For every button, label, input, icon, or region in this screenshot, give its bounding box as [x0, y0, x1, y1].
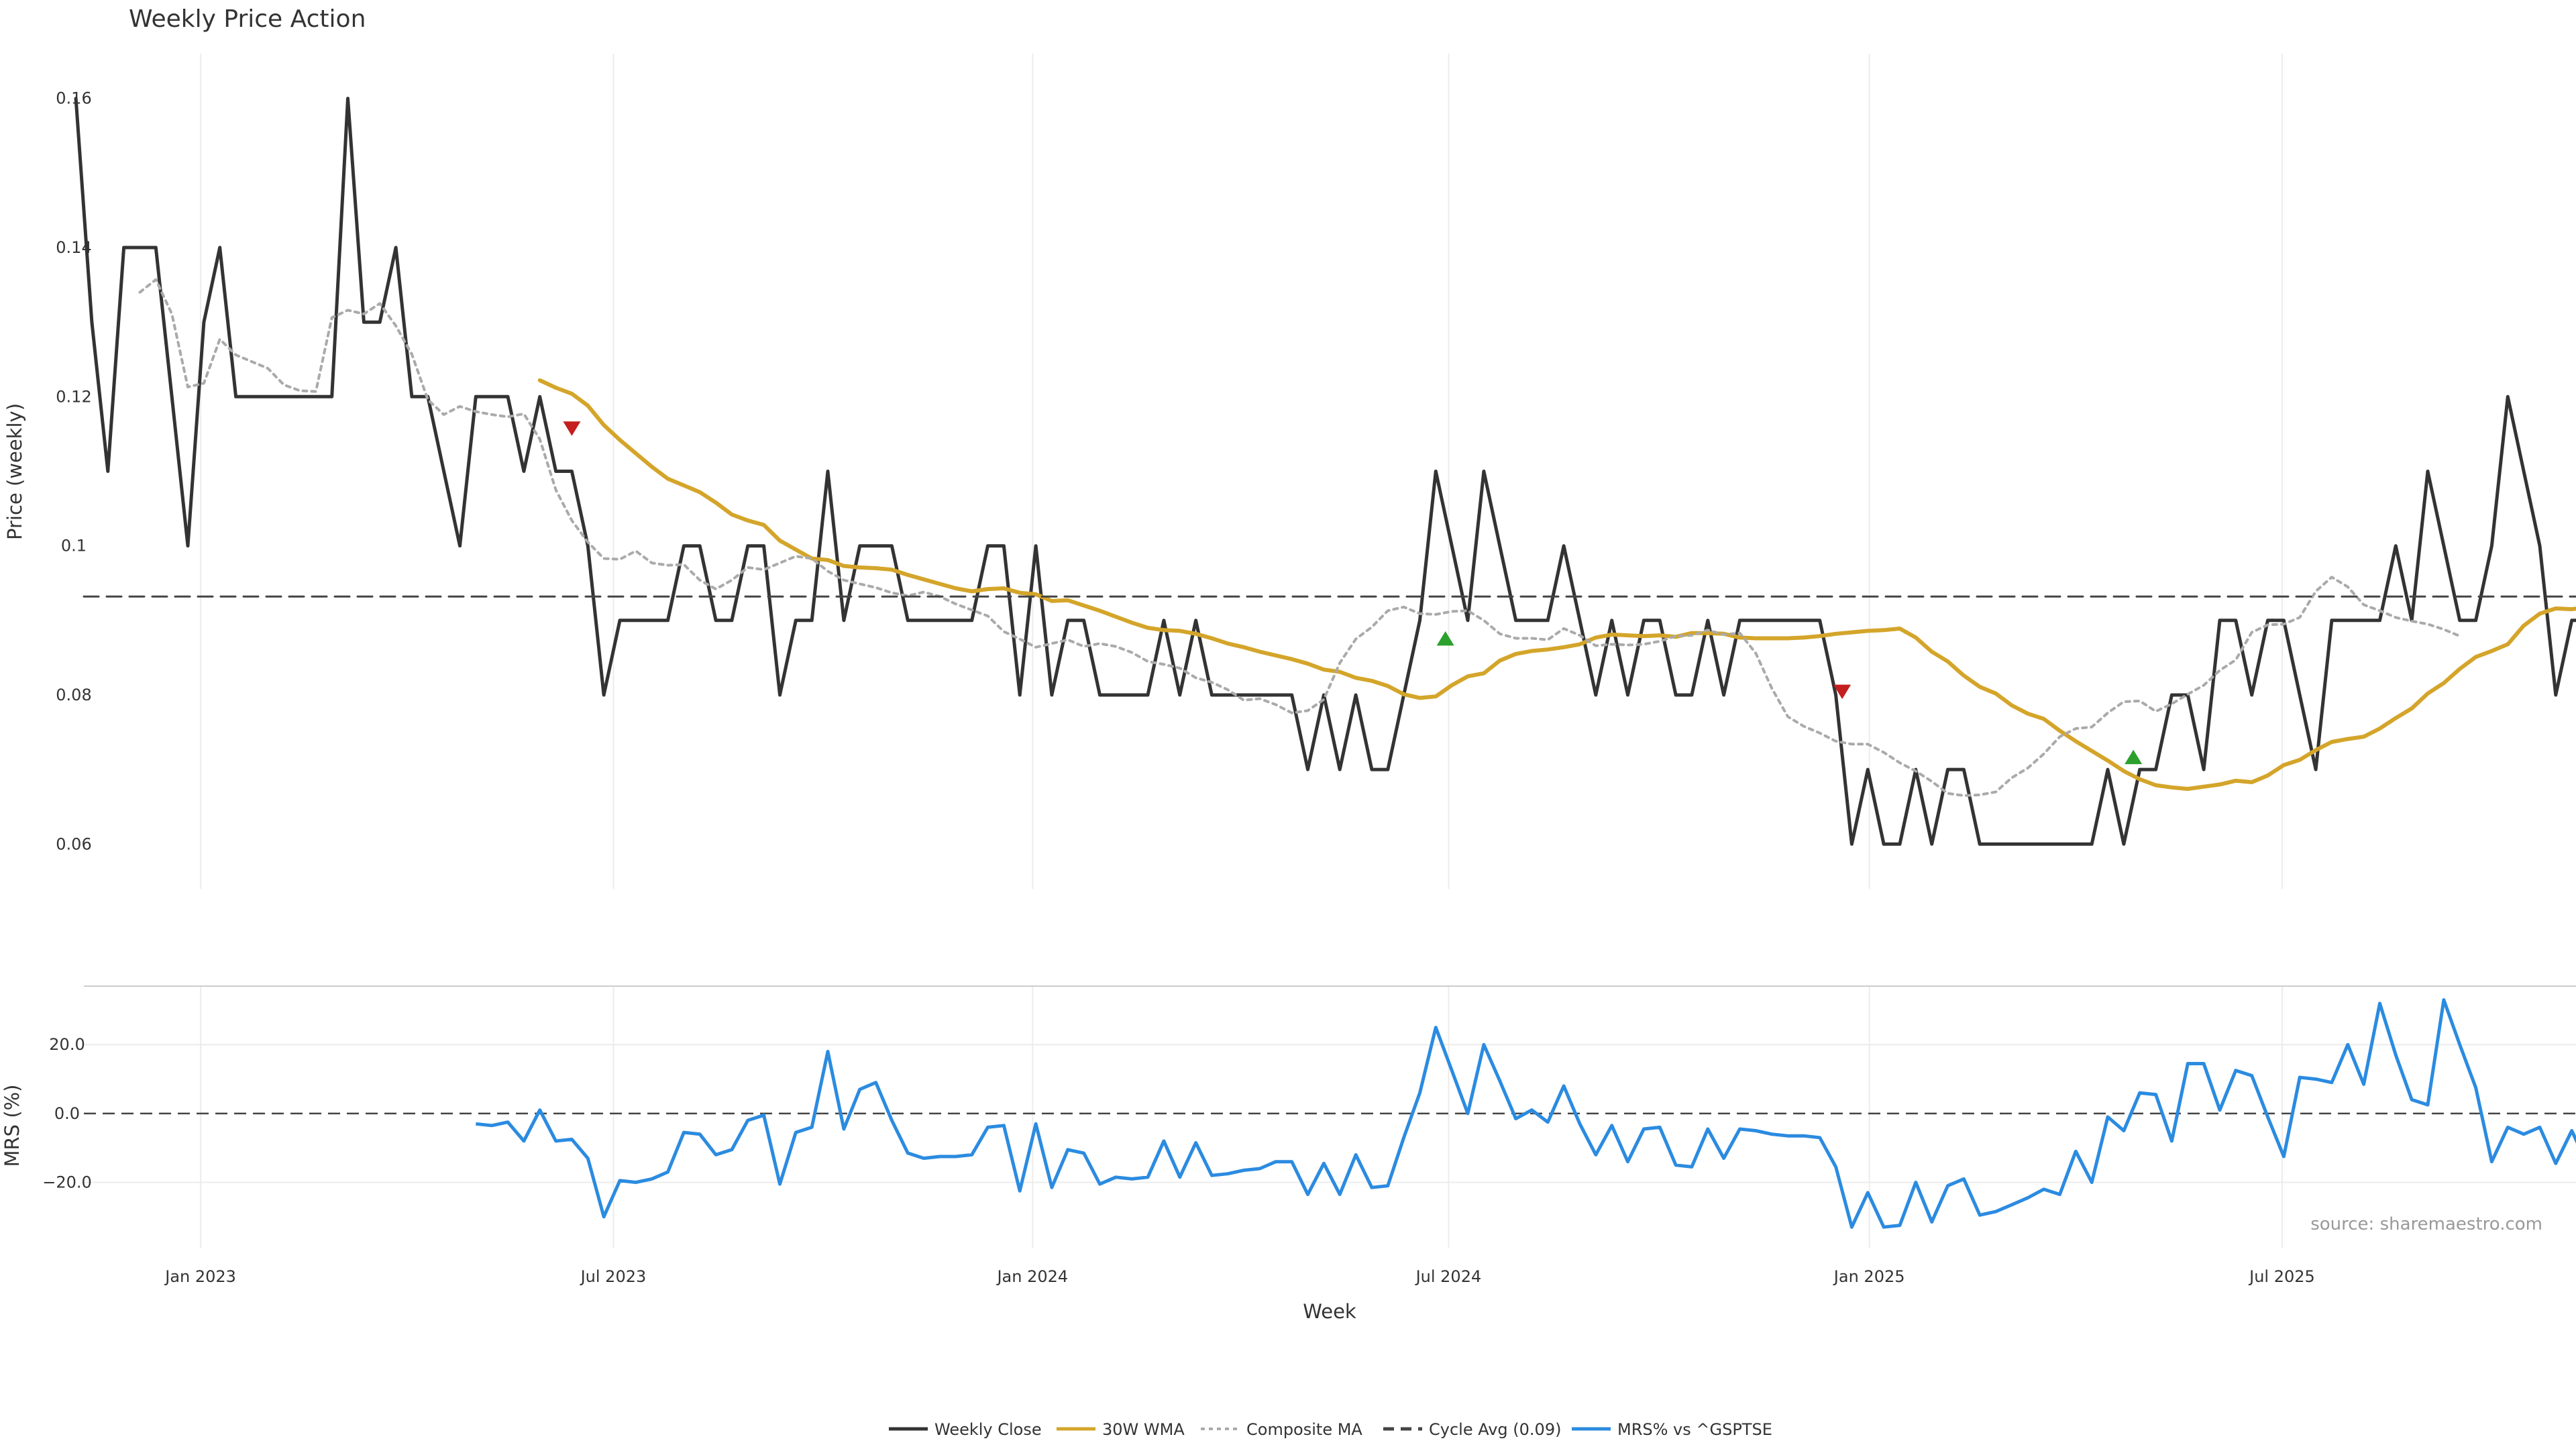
mrs-y-axis-label: MRS (%) [1, 1085, 23, 1167]
legend-label: 30W WMA [1102, 1420, 1185, 1439]
mrs-y-tick-label: 0.0 [54, 1104, 80, 1123]
legend-item: 30W WMA [1057, 1420, 1185, 1439]
x-tick-label: Jul 2023 [580, 1267, 647, 1286]
x-tick-label: Jan 2024 [996, 1267, 1068, 1286]
price-y-tick-label: 0.12 [56, 387, 91, 406]
series-weekly-close [74, 97, 2576, 846]
sell-signal-marker [1833, 684, 1851, 700]
price-y-axis-label: Price (weekly) [3, 403, 26, 540]
price-y-tick-label: 0.06 [56, 835, 91, 853]
x-tick-label: Jul 2024 [1415, 1267, 1482, 1286]
price-y-tick-label: 0.08 [56, 686, 91, 704]
x-axis-ticks: Jan 2023 Jul 2023 Jan 2024 Jul 2024 Jan 2025… [164, 1267, 2315, 1286]
series-layer [74, 97, 2576, 1229]
grid-layer [84, 54, 2576, 1248]
legend-label: Cycle Avg (0.09) [1429, 1420, 1561, 1439]
source-credit: source: sharemaestro.com [2310, 1214, 2542, 1234]
legend-label: MRS% vs ^GSPTSE [1617, 1420, 1772, 1439]
price-y-tick-label: 0.1 [61, 537, 87, 555]
mrs-y-tick-label: 20.0 [49, 1035, 85, 1054]
buy-signal-marker [2125, 749, 2143, 765]
x-tick-label: Jan 2023 [164, 1267, 236, 1286]
price-y-ticks: 0.06 0.08 0.1 0.12 0.14 0.16 [56, 89, 91, 854]
legend-label: Weekly Close [934, 1420, 1042, 1439]
mrs-y-tick-label: −20.0 [42, 1173, 92, 1192]
chart-title: Weekly Price Action [129, 5, 366, 33]
legend: Weekly Close 30W WMA Composite MA Cycle Avg… [889, 1420, 1772, 1439]
legend-item: Weekly Close [889, 1420, 1042, 1439]
legend-item: Cycle Avg (0.09) [1383, 1420, 1561, 1439]
sell-signal-marker [563, 421, 581, 436]
x-axis-label: Week [1303, 1300, 1356, 1323]
mrs-y-ticks: 20.0 0.0 −20.0 [42, 1035, 92, 1191]
series-composite-ma [138, 278, 2461, 797]
series-30w-wma [537, 378, 2576, 791]
price-y-tick-label: 0.16 [56, 89, 91, 108]
x-tick-label: Jul 2025 [2248, 1267, 2315, 1286]
legend-item: Composite MA [1201, 1420, 1362, 1439]
legend-item: MRS% vs ^GSPTSE [1572, 1420, 1772, 1439]
legend-label: Composite MA [1246, 1420, 1362, 1439]
series-mrs-vs-gsptse [476, 998, 2576, 1229]
x-tick-label: Jan 2025 [1833, 1267, 1905, 1286]
buy-signal-marker [1436, 631, 1454, 646]
price-y-tick-label: 0.14 [56, 238, 91, 257]
marker-layer [563, 421, 2143, 765]
